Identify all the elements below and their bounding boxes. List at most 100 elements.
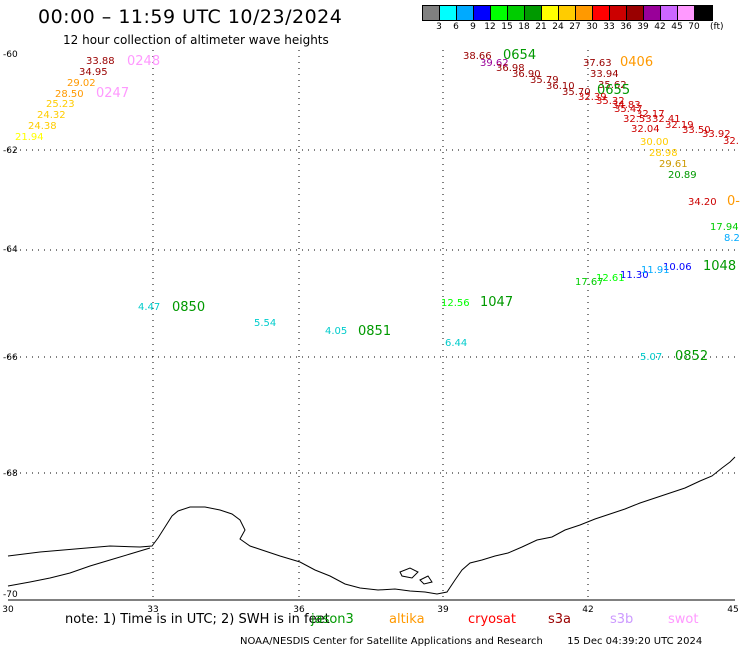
wave-height-value: 28.98 (649, 148, 678, 159)
pass-time-label: 1048 (703, 259, 736, 274)
pass-time-label: 0852 (675, 349, 708, 364)
colorbar-swatch (695, 6, 712, 20)
wave-height-value: 17.94 (710, 222, 739, 233)
colorbar-label: 36 (620, 22, 632, 32)
wave-height-value: 24.32 (37, 110, 66, 121)
colorbar-label: 6 (453, 22, 459, 32)
wave-height-value: 11.91 (641, 265, 670, 276)
pass-time-label: 0247 (96, 86, 129, 101)
pass-time-label: 0850 (172, 300, 205, 315)
wave-height-value: 36.10 (546, 81, 575, 92)
wave-height-value: 33.50 (682, 125, 711, 136)
pass-time-label: 0- (727, 194, 740, 209)
wave-height-value: 10.06 (663, 262, 692, 273)
legend-s3a: s3a (548, 612, 572, 627)
colorbar-label: 18 (518, 22, 530, 32)
wave-height-value: 6.44 (445, 338, 467, 349)
wave-height-value: 35.79 (530, 75, 559, 86)
pass-time-label: 0654 (503, 48, 536, 63)
colorbar-label: 15 (501, 22, 513, 32)
colorbar-swatch (457, 6, 474, 20)
wave-height-value: 34.95 (79, 67, 108, 78)
axis-tick-labels: 30 33 36 39 42 45 -60 -62 -64 -66 -68 -70 (2, 50, 738, 615)
units-note: note: 1) Time is in UTC; 2) SWH is in fe… (65, 612, 330, 627)
wave-height-colorbar (422, 5, 713, 21)
wave-height-value: 36.98 (496, 63, 525, 74)
colorbar-unit: (ft) (710, 22, 724, 32)
colorbar-swatch (593, 6, 610, 20)
generated-timestamp: 15 Dec 04:39:20 UTC 2024 (567, 636, 703, 647)
colorbar-swatch (542, 6, 559, 20)
colorbar-swatch (508, 6, 525, 20)
wave-height-value: 38.66 (463, 51, 492, 62)
colorbar-swatch (644, 6, 661, 20)
y-tick-label: -70 (3, 590, 18, 600)
map-subtitle: 12 hour collection of altimeter wave hei… (63, 33, 329, 47)
wave-height-value: 25.23 (46, 99, 75, 110)
wave-height-value: 28.50 (55, 89, 84, 100)
colorbar-swatch (423, 6, 440, 20)
wave-height-value: 36.90 (512, 69, 541, 80)
x-tick-label: 30 (2, 605, 14, 615)
x-tick-label: 33 (147, 605, 158, 615)
legend-jason3: jason3 (311, 612, 354, 627)
colorbar-label: 70 (688, 22, 700, 32)
wave-height-value: 32.17 (636, 109, 665, 120)
x-tick-label: 42 (582, 605, 593, 615)
y-tick-label: -60 (3, 50, 18, 60)
wave-height-value: 4.05 (325, 326, 347, 337)
colorbar-swatch (678, 6, 695, 20)
colorbar-swatch (491, 6, 508, 20)
wave-height-value: 32.19 (665, 120, 694, 131)
x-tick-label: 39 (437, 605, 449, 615)
wave-height-value: 5.54 (254, 318, 276, 329)
credit-text: NOAA/NESDIS Center for Satellite Applica… (240, 636, 543, 647)
colorbar-label: 3 (436, 22, 442, 32)
colorbar-swatch (474, 6, 491, 20)
colorbar-swatch (440, 6, 457, 20)
wave-height-value: 35.70 (562, 87, 591, 98)
colorbar-swatch (525, 6, 542, 20)
wave-height-value: 32.39 (578, 92, 607, 103)
colorbar-label: 9 (470, 22, 476, 32)
wave-height-value: 35.62 (598, 80, 627, 91)
wave-height-value: 24.38 (28, 121, 57, 132)
y-tick-label: -68 (3, 469, 18, 479)
wave-height-value: 35.32 (596, 96, 625, 107)
wave-height-value: 17.67 (575, 277, 604, 288)
wave-height-value: 20.89 (668, 170, 697, 181)
colorbar-label: 42 (654, 22, 666, 32)
legend-cryosat: cryosat (468, 612, 516, 627)
wave-height-value: 4.47 (138, 302, 160, 313)
coastline (7, 456, 736, 595)
legend-s3b: s3b (610, 612, 634, 627)
wave-height-value: 32.1 (723, 136, 740, 147)
colorbar-label: 21 (535, 22, 547, 32)
wave-height-value: 5.07 (640, 352, 662, 363)
pass-time-label: 0655 (597, 83, 630, 98)
map-title: 00:00 – 11:59 UTC 10/23/2024 (38, 6, 343, 28)
wave-height-value: 37.63 (583, 58, 612, 69)
x-tick-label: 36 (293, 605, 305, 615)
wave-height-value: 32.53 (623, 114, 652, 125)
wave-height-value: 11.30 (620, 270, 649, 281)
credit-footer: NOAA/NESDIS Center for Satellite Applica… (240, 636, 702, 647)
colorbar-swatch (661, 6, 678, 20)
y-tick-label: -64 (3, 245, 18, 255)
wave-height-value: 32.41 (652, 114, 681, 125)
wave-height-value: 12.56 (441, 298, 470, 309)
wave-height-value: 29.61 (659, 159, 688, 170)
colorbar-swatch (576, 6, 593, 20)
wave-height-value: 29.02 (67, 78, 96, 89)
y-tick-label: -66 (3, 353, 18, 363)
colorbar-swatch (627, 6, 644, 20)
colorbar-label: 33 (603, 22, 615, 32)
wave-height-value: 33.88 (86, 56, 115, 67)
wave-height-value: 34.20 (688, 197, 717, 208)
colorbar-label: 45 (671, 22, 683, 32)
wave-height-value: 21.94 (15, 132, 44, 143)
pass-time-label: 0406 (620, 55, 653, 70)
colorbar-label: 39 (637, 22, 649, 32)
